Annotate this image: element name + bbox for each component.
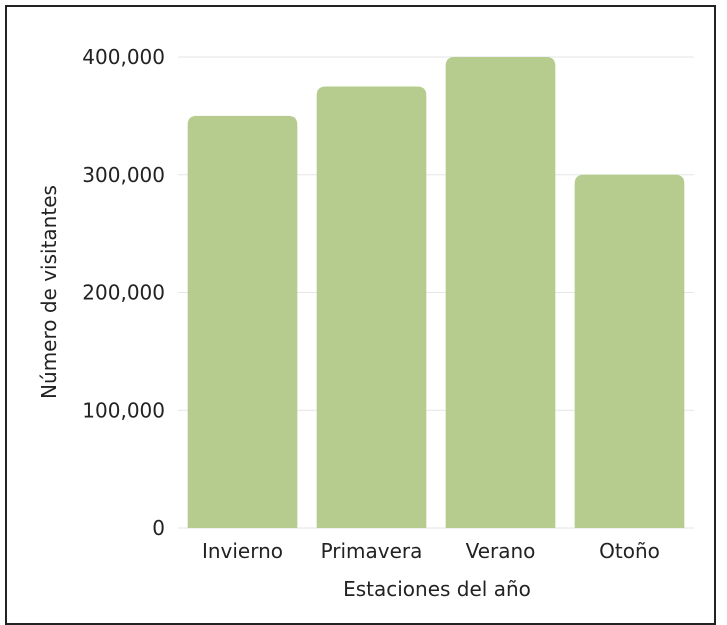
bar-verano — [445, 57, 556, 528]
y-axis-title: Número de visitantes — [37, 185, 61, 399]
x-tick-label: Otoño — [599, 539, 660, 563]
bars — [187, 57, 685, 528]
x-axis-ticks: Invierno Primavera Verano Otoño — [202, 539, 660, 563]
x-tick-label: Verano — [466, 539, 536, 563]
y-tick-label: 0 — [152, 516, 165, 540]
x-tick-label: Invierno — [202, 539, 283, 563]
y-tick-label: 100,000 — [82, 398, 165, 422]
y-tick-label: 200,000 — [82, 281, 165, 305]
bar-primavera — [316, 86, 427, 528]
bar-invierno — [187, 115, 298, 528]
x-tick-label: Primavera — [321, 539, 423, 563]
y-axis-ticks: 0 100,000 200,000 300,000 400,000 — [82, 45, 165, 540]
y-tick-label: 400,000 — [82, 45, 165, 69]
bar-otoño — [574, 174, 685, 528]
x-axis-title: Estaciones del año — [343, 577, 531, 601]
y-tick-label: 300,000 — [82, 163, 165, 187]
